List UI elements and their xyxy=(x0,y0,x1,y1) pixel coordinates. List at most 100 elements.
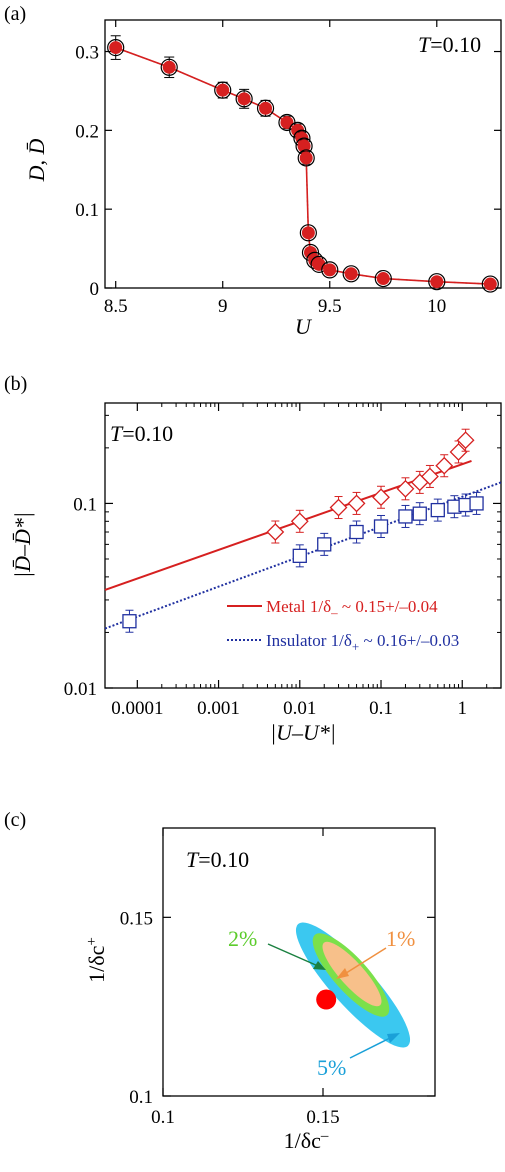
arrow-5pct xyxy=(349,1036,393,1059)
chart-b-ticks: 0.0001 0.001 0.01 0.1 1 0.01 0.1 xyxy=(64,403,501,719)
x-tick-label: 0.15 xyxy=(306,1107,339,1128)
chart-a-annotation-value: =0.10 xyxy=(430,32,481,57)
x-tick-label: 0.01 xyxy=(283,698,316,719)
metal-point xyxy=(449,443,468,461)
metal-point xyxy=(290,512,309,531)
chart-a-annotation-t: T xyxy=(418,32,432,57)
metal-point xyxy=(344,267,358,281)
arrow-2pct xyxy=(267,943,319,967)
metal-point xyxy=(301,226,315,240)
insulator-point xyxy=(373,519,389,534)
panel-a-label: (a) xyxy=(4,3,26,25)
legend-metal-label: Metal 1/δ– ~ 0.15+/–0.04 xyxy=(266,597,438,620)
metal-point xyxy=(376,272,390,286)
metal-point xyxy=(266,523,285,541)
legend-metal-rest: ~ 0.15+/–0.04 xyxy=(338,597,439,616)
insulator-point xyxy=(297,149,315,167)
metal-point xyxy=(347,494,366,513)
chart-a: 8.5 9 9.5 10 0 0.1 0.2 0.3 T=0.10 U D, D̄ xyxy=(24,19,502,339)
metal-point xyxy=(323,263,337,277)
chart-c-xlabel-text: 1/δc xyxy=(284,1128,321,1153)
chart-a-ticks: 8.5 9 9.5 10 0 0.1 0.2 0.3 xyxy=(75,20,501,317)
metal-fit-line xyxy=(104,459,472,591)
chart-c-ylabel-sup: + xyxy=(84,937,100,945)
x-tick-label: 9.5 xyxy=(318,296,342,317)
chart-b-ylabel: |D̄–D̄*| xyxy=(10,512,35,578)
metal-point xyxy=(259,101,273,115)
label-1pct: 1% xyxy=(386,926,415,951)
panel-c-label: (c) xyxy=(4,809,26,831)
x-tick-label: 8.5 xyxy=(104,296,128,317)
y-tick-label: 0.3 xyxy=(75,43,99,64)
chart-c-regions xyxy=(295,922,411,1048)
y-tick-label: 0.15 xyxy=(120,908,153,929)
insulator-point xyxy=(122,614,137,629)
chart-b-annotation-value: =0.10 xyxy=(122,421,173,446)
metal-point xyxy=(372,488,390,507)
y-tick-label: 0.2 xyxy=(75,121,99,142)
chart-c: 0.1 0.150.10.15 T=0.10 2% 1% 5% 1/δc– 1/δ… xyxy=(84,827,436,1153)
x-tick-label: 0.001 xyxy=(197,698,240,719)
insulator-point xyxy=(317,537,332,552)
legend-insulator-label: Insulator 1/δ+ ~ 0.16+/–0.03 xyxy=(266,631,459,654)
arrow-5pct-head xyxy=(387,1033,400,1043)
legend-metal-sub: – xyxy=(330,605,338,620)
metal-point xyxy=(162,60,176,74)
chart-a-frame xyxy=(104,19,502,289)
chart-b-annotation-t: T xyxy=(110,421,124,446)
y-tick-label: 0.1 xyxy=(75,200,99,221)
chart-c-annotation-value: =0.10 xyxy=(198,847,249,872)
chart-c-ylabel-text: 1/δc xyxy=(84,945,109,982)
metal-point xyxy=(280,115,294,129)
metal-point xyxy=(299,151,313,165)
insulator-point xyxy=(349,524,364,540)
legend-metal-text: Metal 1/δ xyxy=(266,597,331,616)
chart-c-center-point xyxy=(316,989,337,1010)
insulator-point xyxy=(107,38,125,57)
insulator-point xyxy=(160,58,178,76)
insulator-point xyxy=(469,496,484,511)
chart-c-xlabel: 1/δc– xyxy=(284,1128,329,1153)
legend-insulator-text: Insulator 1/δ xyxy=(266,631,352,650)
chart-a-series xyxy=(107,35,499,293)
x-tick-label: 0.1 xyxy=(369,698,393,719)
label-5pct: 5% xyxy=(317,1055,346,1080)
chart-c-annotation-t: T xyxy=(186,847,200,872)
y-tick-label: 0.01 xyxy=(64,679,97,700)
legend-insulator-rest: ~ 0.16+/–0.03 xyxy=(359,631,459,650)
insulator-point xyxy=(292,548,307,563)
metal-point xyxy=(483,277,497,291)
x-tick-label: 0.1 xyxy=(151,1107,175,1128)
insulator-point xyxy=(235,90,253,108)
chart-a-ylabel: D, D̄ xyxy=(24,139,49,183)
y-tick-label: 0.1 xyxy=(129,1087,153,1108)
chart-b-annotation: T=0.10 xyxy=(110,421,173,446)
chart-c-frame xyxy=(162,827,436,1097)
metal-point xyxy=(216,83,230,97)
insulator-point xyxy=(374,269,392,288)
insulator-point xyxy=(299,224,317,242)
chart-b: 0.0001 0.001 0.01 0.1 1 0.01 0.1 T=0.10 Metal … xyxy=(10,402,502,745)
chart-b-frame xyxy=(104,402,502,689)
chart-a-annotation: T=0.10 xyxy=(418,32,481,57)
x-tick-label: 1 xyxy=(457,698,467,719)
metal-point xyxy=(297,139,311,153)
chart-a-xlabel: U xyxy=(295,314,313,339)
metal-point xyxy=(430,275,444,289)
chart-b-xlabel: |U–U*| xyxy=(270,720,336,745)
metal-point xyxy=(329,498,348,517)
x-tick-label: 10 xyxy=(427,296,446,317)
region-1pct xyxy=(322,941,382,1007)
arrow-1pct xyxy=(342,947,387,976)
insulator-point xyxy=(256,99,275,117)
insulator-point xyxy=(214,81,232,99)
arrow-2pct-head xyxy=(313,961,326,970)
metal-point xyxy=(420,467,439,486)
metal-point xyxy=(456,431,475,450)
insulator-point xyxy=(342,265,360,283)
metal-point xyxy=(109,41,123,55)
insulator-point xyxy=(398,509,413,524)
y-tick-label: 0.1 xyxy=(73,494,97,515)
insulator-point xyxy=(428,273,446,291)
